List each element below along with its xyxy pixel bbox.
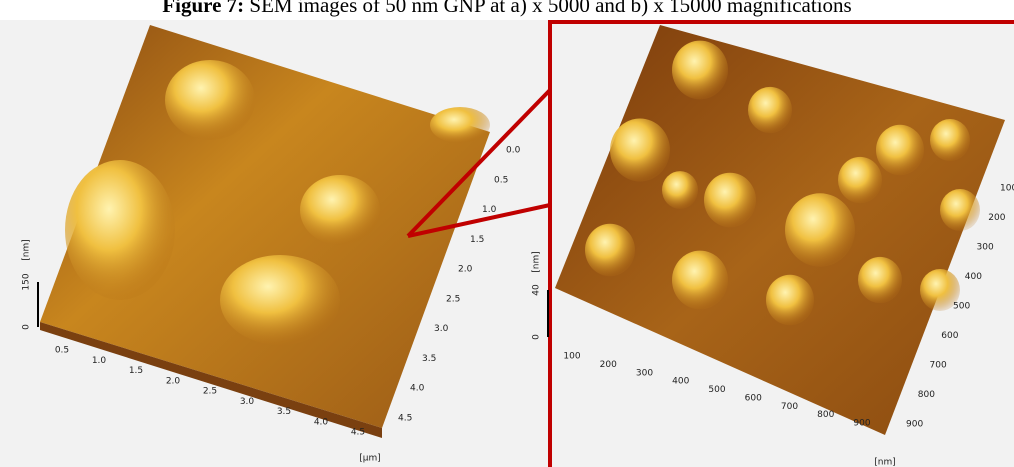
bump [838,156,882,204]
features-a [65,60,490,345]
tick-label: 900 [906,420,923,430]
bump [662,171,698,209]
z-tick-label: 0 [22,324,32,330]
tick-label: 400 [672,377,689,387]
tick-label: 300 [636,368,653,378]
bump [785,193,855,267]
tick-label: 4.0 [410,384,425,394]
tick-label: 500 [708,385,725,395]
bump [876,124,924,176]
z-tick-label: 0 [532,334,542,340]
tick-label: 1.0 [482,205,497,215]
features-b [585,40,980,326]
tick-label: 2.5 [446,294,460,304]
bump [766,274,814,326]
bump [610,118,670,182]
tick-label: 1.0 [92,356,107,366]
zoom-indicator [406,20,1014,467]
tick-label: 3.0 [434,324,449,334]
bump [585,223,635,277]
tick-label: 900 [853,419,870,429]
tick-label: 1.5 [129,366,143,376]
z-unit: [nm] [22,239,32,261]
tick-label: 700 [930,361,947,371]
z-unit: [nm] [532,251,542,273]
surface-a-side [40,322,382,438]
z-tick-label: 40 [532,284,542,296]
tick-label: 800 [817,410,834,420]
bump [672,250,728,310]
tick-label: 200 [988,213,1005,223]
tick-label: 600 [941,331,958,341]
bump [858,256,902,304]
tick-label: 4.5 [351,428,365,438]
tick-label: 0.0 [506,146,521,156]
xy-unit: [nm] [874,458,896,467]
bump [672,40,728,100]
tick-label: 4.5 [398,414,412,424]
surface-a [40,25,490,428]
tick-label: 300 [977,243,994,253]
z-tick-label: 150 [22,273,32,290]
tick-label: 2.0 [166,376,181,386]
caption-text: SEM images of 50 nm GNP at a) x 5000 and… [249,0,851,17]
bump [940,189,980,231]
tick-label: 2.0 [458,265,473,275]
tick-label: 700 [781,402,798,412]
bump [920,269,960,311]
tick-label: 600 [745,393,762,403]
caption: Figure 7: SEM images of 50 nm GNP at a) … [162,0,851,17]
tick-label: 3.0 [240,397,255,407]
tick-label: 4.0 [314,417,329,427]
bump [704,172,756,228]
tick-label: 100 [1000,184,1014,194]
tick-label: 1.5 [470,235,484,245]
tick-label: 100 [563,352,580,362]
tick-label: 800 [918,390,935,400]
bump [930,119,970,161]
tick-label: 2.5 [203,387,217,397]
figure-label: Figure 7: [162,0,244,17]
tick-label: 0.5 [55,346,69,356]
tick-label: 3.5 [422,354,436,364]
tick-label: 0.5 [494,175,508,185]
tick-label: 3.5 [277,407,291,417]
bump [748,86,792,134]
axes: 0.5 1.0 1.5 2.0 2.5 3.0 3.5 4.0 4.5 0.0 0.5 1.0 1.5 2… [22,146,1014,467]
tick-label: 200 [600,360,617,370]
tick-label: 500 [953,302,970,312]
tick-label: 400 [965,272,982,282]
xy-unit: [μm] [359,454,381,464]
